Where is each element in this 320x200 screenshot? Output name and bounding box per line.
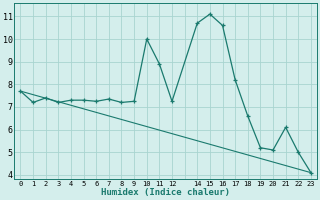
X-axis label: Humidex (Indice chaleur): Humidex (Indice chaleur) bbox=[101, 188, 230, 197]
